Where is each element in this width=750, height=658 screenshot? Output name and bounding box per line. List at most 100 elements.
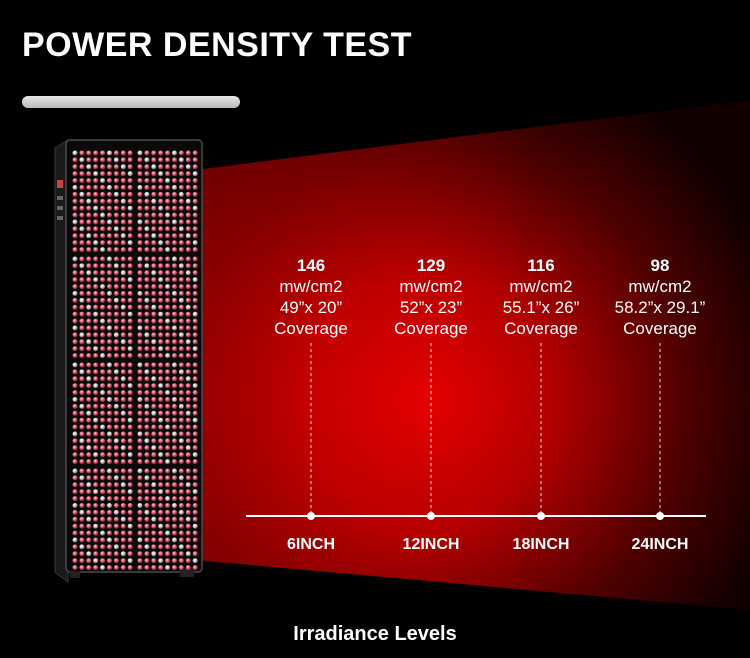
led: [72, 468, 78, 474]
led: [151, 523, 157, 529]
led: [107, 233, 112, 239]
led: [172, 164, 177, 170]
led: [79, 185, 85, 190]
led: [72, 304, 78, 310]
led: [72, 438, 78, 444]
led: [107, 205, 112, 211]
led: [192, 339, 198, 345]
led: [107, 459, 112, 465]
led: [172, 157, 177, 163]
led: [178, 459, 184, 465]
led: [144, 475, 150, 481]
led: [151, 304, 157, 310]
led: [100, 205, 106, 211]
led: [127, 226, 133, 232]
led: [172, 362, 177, 368]
led: [151, 226, 157, 232]
led: [172, 332, 177, 338]
led: [113, 325, 119, 331]
led: [86, 332, 92, 338]
led: [192, 277, 198, 283]
led: [178, 191, 184, 197]
led: [185, 403, 191, 409]
led: [185, 362, 191, 368]
led: [127, 475, 133, 481]
led: [151, 353, 157, 359]
led: [100, 284, 106, 290]
led: [107, 346, 112, 352]
led: [172, 311, 177, 317]
led: [72, 263, 78, 269]
led: [107, 537, 112, 543]
led: [79, 452, 85, 458]
led: [137, 247, 143, 253]
led: [86, 346, 92, 352]
led: [185, 523, 191, 529]
led: [86, 537, 92, 543]
led: [192, 346, 198, 352]
led: [192, 390, 198, 396]
led: [178, 496, 184, 502]
led: [72, 198, 78, 204]
led: [127, 459, 133, 465]
led: [72, 516, 78, 522]
led: [127, 445, 133, 451]
led: [192, 565, 198, 571]
led: [120, 410, 126, 416]
led: [144, 205, 150, 211]
led: [79, 390, 85, 396]
led: [192, 397, 198, 402]
led: [113, 311, 119, 317]
led: [72, 346, 78, 352]
led: [86, 551, 92, 557]
led: [151, 291, 157, 296]
led: [93, 212, 99, 218]
led: [185, 270, 191, 276]
led: [120, 369, 126, 375]
led: [120, 452, 126, 458]
led: [86, 496, 92, 502]
led: [93, 198, 99, 204]
led: [72, 417, 78, 423]
led: [113, 424, 119, 430]
led: [158, 410, 164, 416]
led: [165, 263, 171, 269]
led: [100, 270, 106, 276]
distance-label-18inch: 18INCH: [512, 536, 570, 553]
led: [178, 403, 184, 409]
led: [137, 383, 143, 389]
led: [192, 270, 198, 276]
led: [165, 452, 171, 458]
led: [113, 496, 119, 502]
led: [113, 256, 119, 262]
led: [127, 516, 133, 522]
led: [185, 256, 191, 262]
led: [113, 438, 119, 444]
led: [172, 270, 177, 276]
led: [151, 431, 157, 437]
led: [79, 424, 85, 430]
led: [100, 318, 106, 324]
led: [120, 551, 126, 557]
led: [144, 284, 150, 290]
led: [79, 489, 85, 495]
led: [158, 376, 164, 382]
led: [144, 565, 150, 571]
led: [72, 530, 78, 536]
led: [151, 198, 157, 204]
led: [79, 171, 85, 177]
led: [86, 544, 92, 550]
led: [107, 475, 112, 481]
led: [107, 226, 112, 232]
led: [165, 482, 171, 488]
led: [113, 185, 119, 190]
led: [151, 558, 157, 564]
led: [165, 468, 171, 474]
led: [158, 530, 164, 536]
led: [127, 353, 133, 359]
coverage-size: 49”x 20”: [279, 298, 343, 317]
led: [158, 509, 164, 515]
led: [79, 558, 85, 564]
led: [158, 353, 164, 359]
led: [86, 157, 92, 163]
